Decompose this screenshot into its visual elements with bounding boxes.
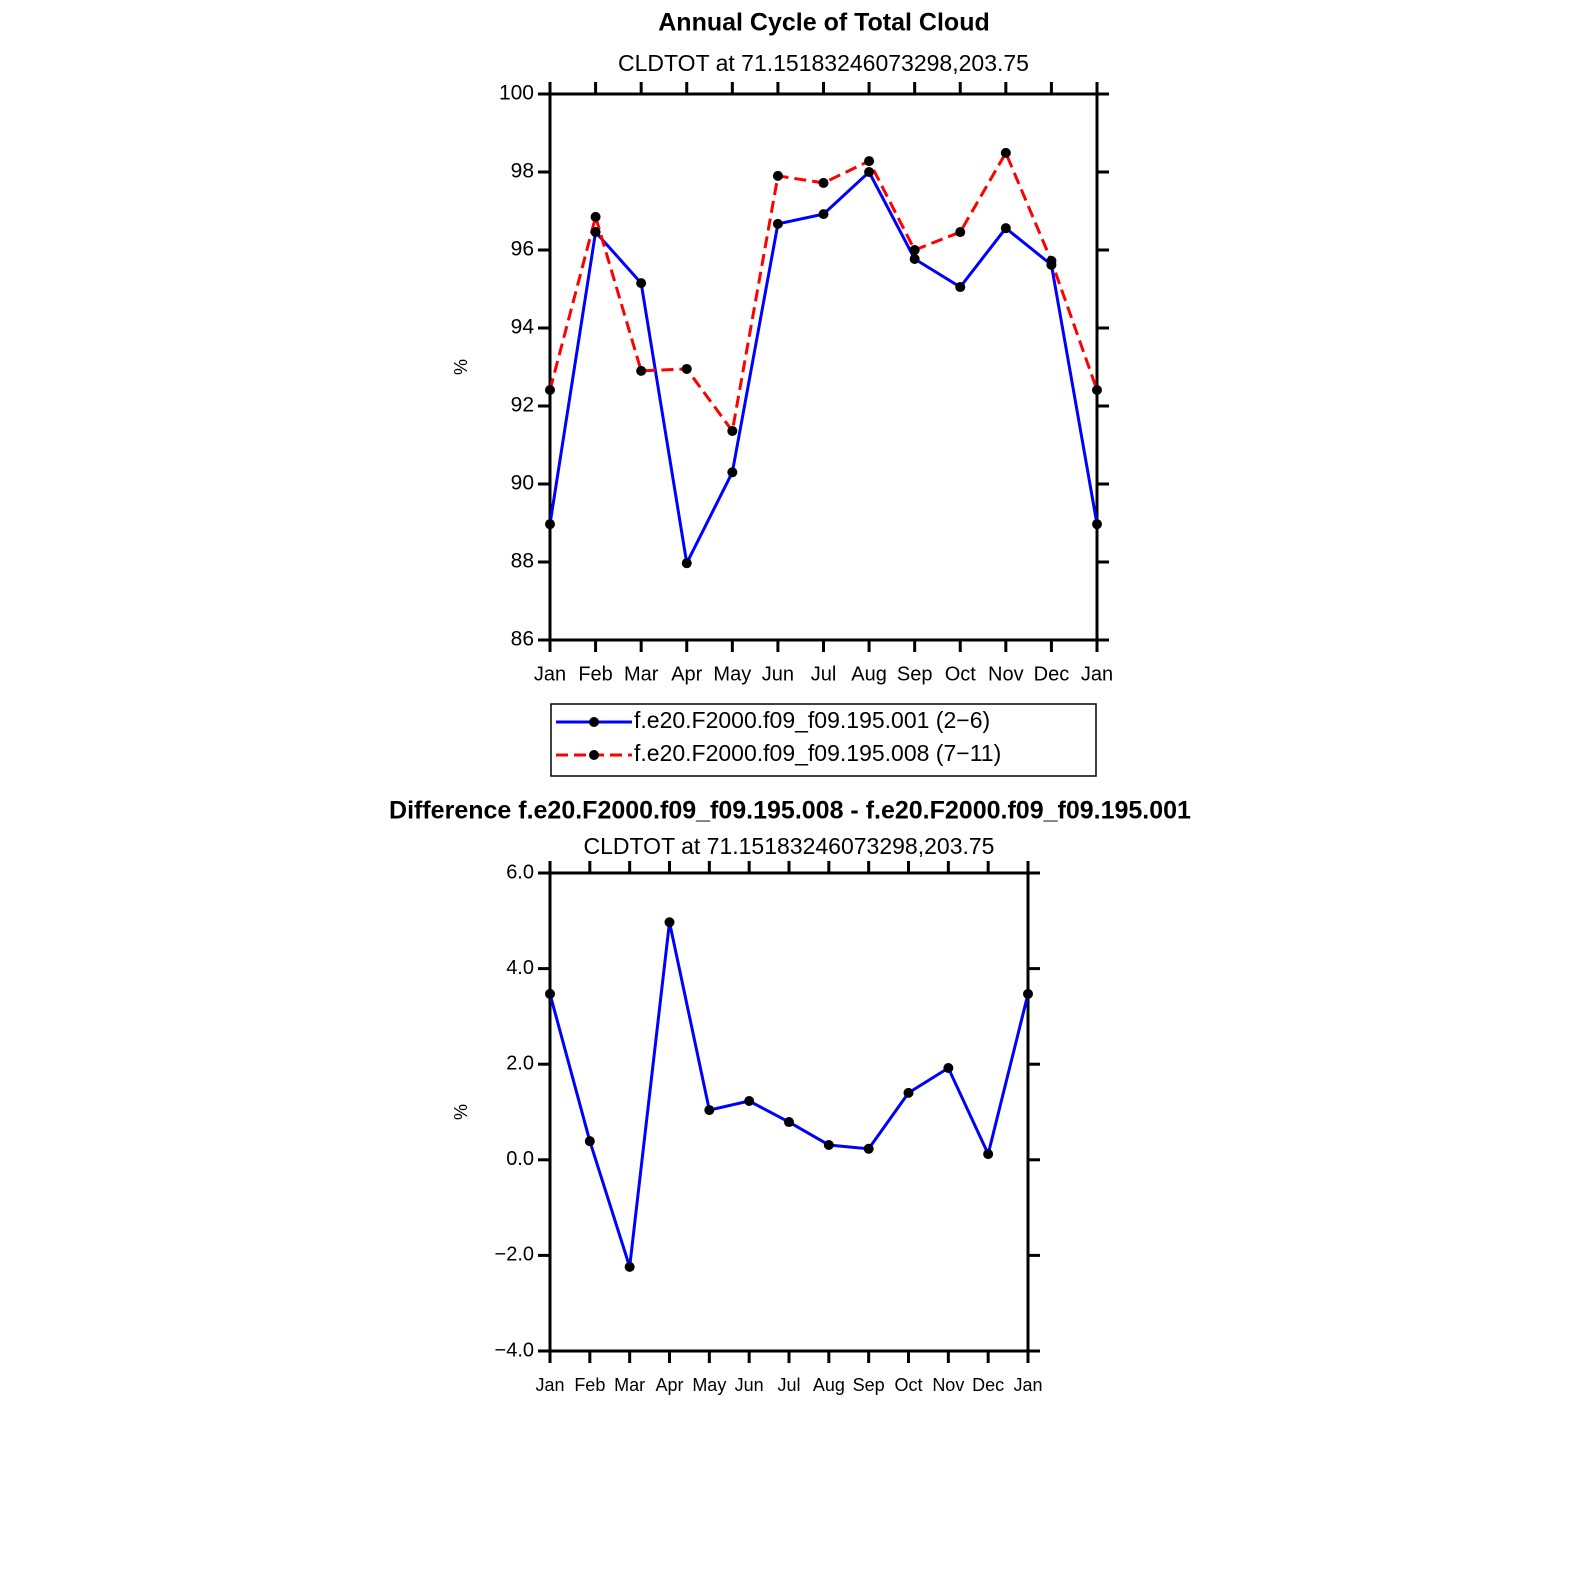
data-point <box>909 253 920 264</box>
y-tick-label: 0.0 <box>506 1148 534 1170</box>
data-point <box>903 1087 914 1098</box>
y-tick-label: −2.0 <box>495 1244 534 1266</box>
x-tick-label: Nov <box>932 1375 964 1395</box>
y-tick-label: 94 <box>511 316 535 339</box>
data-point <box>664 917 675 928</box>
y-tick-label: 86 <box>511 628 534 651</box>
y-tick-label: 98 <box>511 160 534 183</box>
data-point <box>772 218 783 229</box>
chart-subtitle: CLDTOT at 71.15183246073298,203.75 <box>584 833 995 859</box>
y-tick-label: −4.0 <box>495 1339 534 1361</box>
data-point <box>545 988 555 999</box>
x-tick-label: Jan <box>1081 663 1113 685</box>
data-point <box>545 519 555 530</box>
x-tick-label: Sep <box>853 1375 885 1395</box>
x-tick-label: Feb <box>574 1375 605 1395</box>
data-point <box>624 1261 635 1272</box>
data-point <box>590 211 601 222</box>
series-line <box>548 921 1030 1268</box>
x-tick-label: Apr <box>655 1375 683 1395</box>
data-point <box>681 363 692 374</box>
x-tick-label: Jun <box>762 663 794 685</box>
x-tick-label: May <box>692 1375 726 1395</box>
chart-subtitle: CLDTOT at 71.15183246073298,203.75 <box>618 50 1029 76</box>
x-tick-label: Dec <box>1034 663 1070 685</box>
data-point <box>1000 223 1011 234</box>
y-tick-label: 96 <box>511 238 534 261</box>
data-point <box>727 425 738 436</box>
x-tick-label: Jan <box>535 1375 564 1395</box>
y-tick-label: 100 <box>499 82 534 105</box>
data-point <box>823 1139 834 1150</box>
x-tick-label: Apr <box>671 663 702 685</box>
data-point <box>909 245 920 255</box>
x-tick-label: Jun <box>735 1375 764 1395</box>
x-tick-label: Dec <box>972 1375 1004 1395</box>
x-tick-label: Mar <box>614 1375 645 1395</box>
data-point <box>772 170 783 181</box>
data-point <box>1092 519 1102 530</box>
data-point <box>1023 988 1033 999</box>
x-tick-label: Jul <box>777 1375 800 1395</box>
x-tick-label: Feb <box>578 663 612 685</box>
data-point <box>983 1149 994 1160</box>
y-axis-label: % <box>451 359 471 375</box>
chart-title: Annual Cycle of Total Cloud <box>658 9 989 37</box>
data-point <box>681 558 692 569</box>
data-point <box>1000 147 1011 158</box>
series-line <box>548 169 1099 568</box>
x-tick-label: Nov <box>988 663 1024 685</box>
data-point <box>1046 255 1057 266</box>
data-point <box>818 177 829 188</box>
x-tick-label: Mar <box>624 663 659 685</box>
data-point <box>584 1136 595 1147</box>
data-point <box>636 278 647 289</box>
data-point <box>744 1096 755 1107</box>
y-tick-label: 2.0 <box>506 1052 534 1074</box>
data-point <box>704 1105 715 1116</box>
y-axis-label: % <box>451 1104 471 1120</box>
y-tick-label: 88 <box>511 550 534 573</box>
y-tick-label: 92 <box>511 394 534 417</box>
x-tick-label: Jan <box>1013 1375 1042 1395</box>
data-point <box>1092 385 1102 396</box>
legend-marker <box>589 750 599 760</box>
plot-frame <box>548 871 1030 1353</box>
data-point <box>818 209 829 220</box>
legend-label: f.e20.F2000.f09_f09.195.008 (7−11) <box>634 740 1001 766</box>
y-tick-label: 6.0 <box>506 861 534 883</box>
y-tick-label: 4.0 <box>506 957 534 979</box>
x-tick-label: May <box>713 663 751 685</box>
data-point <box>727 467 738 478</box>
data-point <box>636 365 647 376</box>
x-tick-label: Aug <box>851 663 887 685</box>
data-point <box>590 227 601 238</box>
x-tick-label: Jan <box>534 663 566 685</box>
data-point <box>955 282 966 293</box>
x-tick-label: Oct <box>945 663 977 685</box>
legend-marker <box>589 717 599 727</box>
data-point <box>545 385 555 396</box>
data-point <box>864 167 875 177</box>
data-point <box>863 1143 874 1154</box>
y-tick-label: 90 <box>511 472 534 495</box>
data-point <box>864 156 875 167</box>
data-point <box>784 1117 794 1128</box>
legend-label: f.e20.F2000.f09_f09.195.001 (2−6) <box>634 707 990 733</box>
series-line <box>548 149 1099 435</box>
data-point <box>955 227 966 238</box>
data-point <box>943 1063 954 1074</box>
x-tick-label: Sep <box>897 663 933 685</box>
chart-title: Difference f.e20.F2000.f09_f09.195.008 -… <box>389 797 1191 825</box>
x-tick-label: Aug <box>813 1375 845 1395</box>
x-tick-label: Oct <box>894 1375 922 1395</box>
legend-box <box>550 703 1097 777</box>
x-tick-label: Jul <box>811 663 837 685</box>
